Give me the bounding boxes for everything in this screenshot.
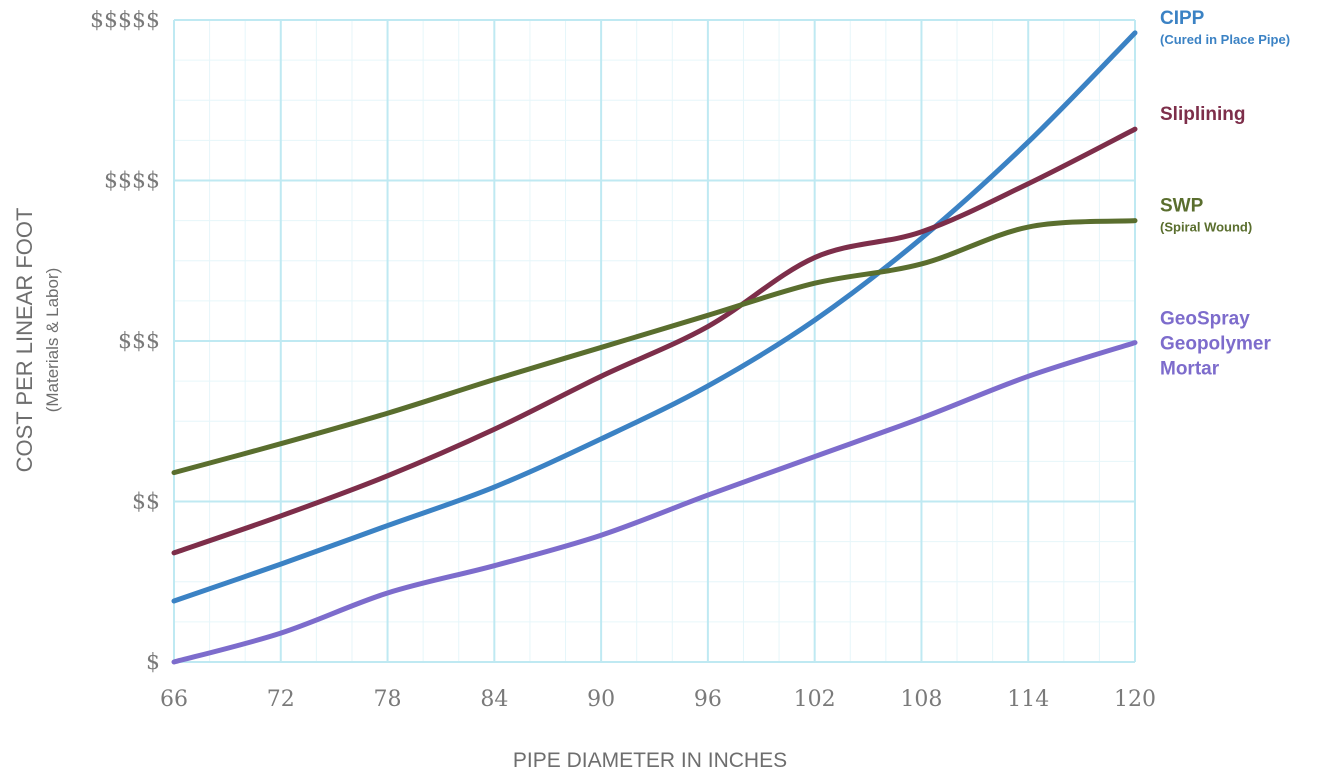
x-axis: 66 72 78 84 90 96 102 108 114 120 — [160, 687, 1156, 712]
series-line-swp — [171, 218, 1138, 476]
legend-sublabel-swp: (Spiral Wound) — [1160, 220, 1252, 235]
legend: CIPP (Cured in Place Pipe) Sliplining SWP (S… — [1160, 8, 1290, 380]
y-tick-label: $$$$ — [104, 169, 160, 194]
x-tick-label: 108 — [900, 687, 942, 712]
series-line-cipp — [171, 30, 1138, 604]
series-line-sliplining — [171, 126, 1138, 556]
y-tick-label: $ — [146, 650, 160, 675]
x-tick-label: 78 — [374, 687, 402, 712]
x-tick-label: 114 — [1007, 687, 1049, 712]
x-tick-label: 102 — [794, 687, 836, 712]
series-line-geospray — [171, 340, 1138, 665]
legend-label-swp: SWP — [1160, 196, 1204, 217]
x-tick-label: 120 — [1114, 687, 1156, 712]
legend-label-cipp: CIPP — [1160, 8, 1205, 29]
x-tick-label: 72 — [267, 687, 295, 712]
x-tick-label: 90 — [587, 687, 615, 712]
y-tick-label: $$$$$ — [90, 8, 160, 33]
legend-label-sliplining: Sliplining — [1160, 104, 1246, 125]
legend-label-geospray: Geopolymer — [1160, 334, 1271, 355]
series-lines — [171, 30, 1138, 665]
x-tick-label: 66 — [160, 687, 188, 712]
y-axis-title: COST PER LINEAR FOOT — [12, 208, 37, 473]
legend-label-geospray: GeoSpray — [1160, 309, 1250, 330]
y-tick-label: $$$ — [118, 329, 160, 354]
y-tick-label: $$ — [132, 490, 160, 515]
y-axis-subtitle: (Materials & Labor) — [43, 268, 62, 413]
x-tick-label: 96 — [694, 687, 722, 712]
x-axis-title: PIPE DIAMETER IN INCHES — [513, 749, 787, 770]
grid — [173, 19, 1136, 663]
legend-label-geospray: Mortar — [1160, 359, 1220, 380]
legend-sublabel-cipp: (Cured in Place Pipe) — [1160, 32, 1290, 47]
x-tick-label: 84 — [480, 687, 508, 712]
y-axis: $$$$$$$$$$$$$$$ — [90, 8, 160, 675]
